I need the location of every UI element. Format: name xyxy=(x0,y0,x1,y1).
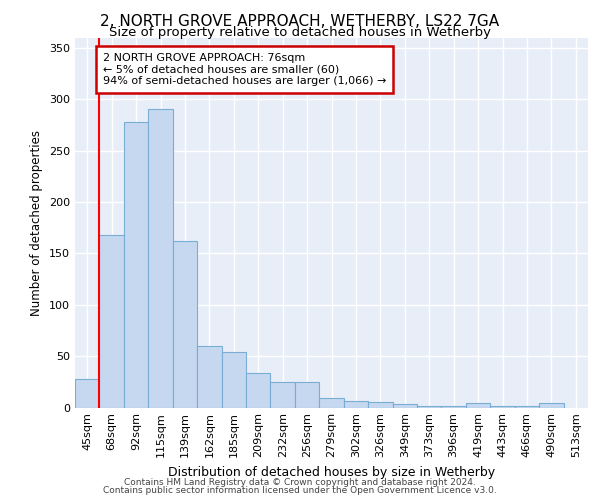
Bar xyxy=(148,110,173,408)
Bar xyxy=(75,378,100,408)
Bar xyxy=(515,406,539,408)
Text: Contains HM Land Registry data © Crown copyright and database right 2024.: Contains HM Land Registry data © Crown c… xyxy=(124,478,476,487)
Text: 2 NORTH GROVE APPROACH: 76sqm
← 5% of detached houses are smaller (60)
94% of se: 2 NORTH GROVE APPROACH: 76sqm ← 5% of de… xyxy=(103,53,386,86)
Bar xyxy=(344,402,368,407)
Bar xyxy=(319,398,344,407)
Text: Contains public sector information licensed under the Open Government Licence v3: Contains public sector information licen… xyxy=(103,486,497,495)
Bar xyxy=(173,241,197,408)
Bar xyxy=(392,404,417,407)
Bar xyxy=(295,382,319,407)
Bar xyxy=(197,346,221,408)
X-axis label: Distribution of detached houses by size in Wetherby: Distribution of detached houses by size … xyxy=(168,466,495,479)
Bar xyxy=(539,404,563,407)
Bar xyxy=(124,122,148,408)
Bar xyxy=(417,406,442,408)
Text: 2, NORTH GROVE APPROACH, WETHERBY, LS22 7GA: 2, NORTH GROVE APPROACH, WETHERBY, LS22 … xyxy=(100,14,500,29)
Text: Size of property relative to detached houses in Wetherby: Size of property relative to detached ho… xyxy=(109,26,491,39)
Bar xyxy=(368,402,392,407)
Bar xyxy=(271,382,295,407)
Bar xyxy=(442,406,466,408)
Y-axis label: Number of detached properties: Number of detached properties xyxy=(31,130,43,316)
Bar xyxy=(221,352,246,408)
Bar xyxy=(490,406,515,408)
Bar xyxy=(466,404,490,407)
Bar xyxy=(100,235,124,408)
Bar xyxy=(246,372,271,408)
